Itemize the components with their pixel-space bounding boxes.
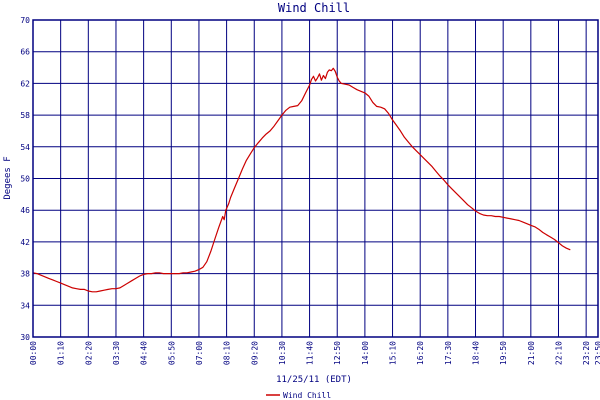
x-tick-label: 12:50 [333, 341, 342, 365]
x-tick-label: 23:20 [582, 341, 591, 365]
y-tick-label: 42 [20, 238, 30, 247]
y-tick-label: 70 [20, 16, 30, 25]
x-tick-label: 10:30 [278, 341, 287, 365]
x-tick-label: 09:20 [250, 341, 259, 365]
x-tick-label: 15:10 [389, 341, 398, 365]
x-tick-label: 04:40 [140, 341, 149, 365]
y-axis-ticks: 30 34 38 42 46 50 54 58 62 66 70 [20, 16, 30, 342]
x-tick-label: 07:00 [195, 341, 204, 365]
x-tick-label: 00:00 [29, 341, 38, 365]
y-tick-label: 66 [20, 48, 30, 57]
y-tick-label: 58 [20, 111, 30, 120]
y-tick-label: 62 [20, 79, 30, 88]
y-axis-label: Degees F [3, 156, 13, 199]
x-tick-label: 18:40 [472, 341, 481, 365]
x-tick-label: 22:10 [554, 341, 563, 365]
x-tick-label: 11:40 [306, 341, 315, 365]
x-tick-label: 17:30 [444, 341, 453, 365]
y-tick-label: 38 [20, 270, 30, 279]
x-axis-label: 11/25/11 (EDT) [276, 375, 352, 385]
x-tick-label: 19:50 [499, 341, 508, 365]
x-tick-label: 03:30 [112, 341, 121, 365]
legend: Wind Chill [266, 391, 331, 400]
x-tick-label: 01:10 [57, 341, 66, 365]
x-tick-label: 21:00 [527, 341, 536, 365]
y-tick-label: 54 [20, 143, 30, 152]
series-group [32, 67, 571, 293]
series-line-wind-chill [32, 67, 571, 293]
y-tick-label: 30 [20, 333, 30, 342]
y-tick-label: 50 [20, 175, 30, 184]
x-tick-label: 08:10 [223, 341, 232, 365]
y-tick-label: 34 [20, 301, 30, 310]
x-tick-label: 05:50 [167, 341, 176, 365]
x-tick-label: 16:20 [416, 341, 425, 365]
y-tick-label: 46 [20, 206, 30, 215]
plot-border [32, 19, 599, 338]
legend-label: Wind Chill [283, 391, 331, 400]
chart-title: Wind Chill [278, 1, 350, 15]
x-tick-label: 23:50 [594, 341, 600, 365]
x-tick-label: 14:00 [361, 341, 370, 365]
x-axis-ticks: 00:00 01:10 02:20 03:30 04:40 05:50 07:00 08:10… [29, 341, 600, 365]
x-tick-label: 02:20 [84, 341, 93, 365]
